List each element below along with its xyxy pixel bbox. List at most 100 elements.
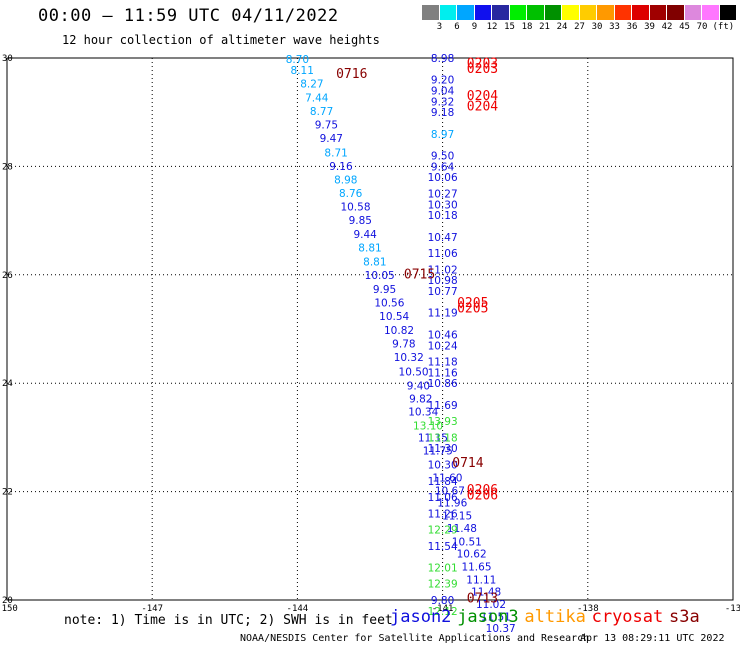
wave-height-label: 13.18 [428,432,458,444]
color-scale-label: 24 [556,22,568,32]
wave-height-label: 9.78 [392,339,415,351]
wave-height-label: 12.01 [428,562,458,574]
wave-height-label: 11.96 [437,497,467,509]
color-scale-label: 12 [486,22,498,32]
pass-time-label: 0205 [457,301,488,316]
pass-time-label: 0203 [467,56,498,71]
wave-height-label: 10.58 [340,202,370,214]
wave-height-label: 11.06 [428,248,458,260]
color-scale-swatch [562,5,580,20]
wave-height-label: 9.40 [407,380,430,392]
color-scale-label: 21 [539,22,550,32]
wave-height-label: 9.18 [431,107,454,119]
wave-height-label: 10.67 [435,486,465,498]
wave-height-label: 8.76 [339,188,363,200]
wave-height-label: 9.80 [431,595,454,607]
wave-height-label: 12.39 [428,579,458,591]
wave-height-label: 13.93 [428,416,458,428]
wave-height-label: 11.16 [428,367,458,379]
wave-height-label: 10.37 [486,623,516,635]
color-scale-swatch [474,5,492,20]
wave-height-label: 9.85 [349,215,372,227]
wave-height-label: 10.30 [428,460,458,472]
color-scale-swatch [579,5,597,20]
wave-height-label: 10.32 [394,352,424,364]
pass-time-label: 0716 [336,67,367,82]
wave-height-label: 11.19 [428,308,458,320]
color-scale-label: 39 [644,22,655,32]
y-tick-label: 30 [2,54,13,64]
color-scale-swatch [439,5,457,20]
wave-height-label: 11.65 [461,561,491,573]
color-scale-swatch [527,5,545,20]
pass-time-label: 0714 [452,456,483,471]
wave-height-label: 10.98 [428,275,458,287]
wave-height-label: 8.97 [431,129,454,141]
wave-height-label: 8.27 [300,78,323,90]
wave-height-label: 8.11 [291,65,314,77]
footer-note: note: 1) Time is in UTC; 2) SWH is in fe… [64,613,393,628]
wave-height-label: 10.18 [428,210,458,222]
wave-height-label: 11.69 [428,400,458,412]
color-scale-swatch [632,5,650,20]
wave-height-label: 11.84 [428,476,458,488]
wave-height-label: 10.54 [379,311,409,323]
wave-height-label: 10.47 [428,232,458,244]
pass-time-label: 0206 [467,483,498,498]
color-scale-swatch [544,5,562,20]
pass-time-label: 0205 [457,296,488,311]
wave-height-label: 9.32 [431,96,454,108]
wave-height-label: 10.56 [374,297,404,309]
wave-height-label: 10.62 [457,548,487,560]
pass-time-label: 0203 [467,62,498,77]
color-scale-swatch [684,5,702,20]
wave-height-label: 9.95 [373,284,396,296]
color-scale-label: 27 [574,22,585,32]
footer-timestamp: Apr 13 08:29:11 UTC 2022 [580,633,725,644]
wave-height-label: 10.34 [408,406,438,418]
footer-credit: NOAA/NESDIS Center for Satellite Applica… [240,633,590,644]
legend-s3a: s3a [669,607,700,627]
y-tick-label: 26 [2,271,13,281]
color-scale-swatch [509,5,527,20]
wave-height-label: 9.50 [431,151,454,163]
x-tick-label: -144 [287,604,309,614]
wave-height-label: 11.02 [476,599,506,611]
wave-height-label: 10.27 [428,189,458,201]
legend-altika: altika [524,607,586,627]
wave-height-label: 12.12 [428,606,458,618]
wave-height-label: 9.20 [431,75,454,87]
color-scale-label: 45 [679,22,690,32]
wave-height-label: 11.26 [428,508,458,520]
color-scale-unit: (ft) [712,22,735,32]
color-scale-label: 70 [696,22,708,32]
wave-height-label: 11.75 [423,445,453,457]
color-scale-label: 6 [454,22,460,32]
color-scale-swatch [649,5,667,20]
color-scale-label: 42 [661,22,673,32]
wave-height-label: 10.06 [428,172,458,184]
color-scale-swatch [667,5,685,20]
color-scale-label: 18 [521,22,533,32]
color-scale-swatches [422,5,737,20]
color-scale-label: 36 [626,22,638,32]
wave-height-label: 8.70 [286,54,309,66]
wave-height-label: 10.50 [399,366,429,378]
wave-height-label: 9.47 [320,133,343,145]
wave-height-label: 8.81 [358,243,381,255]
pass-time-label: 0713 [467,591,498,606]
color-scale-swatch [702,5,720,20]
pass-time-label: 0204 [467,89,498,104]
wave-height-label: 11.06 [428,492,458,504]
legend-jason2: jason2 [390,607,452,627]
wave-height-label: 7.44 [305,93,329,105]
color-scale-swatch [614,5,632,20]
legend-cryosat: cryosat [591,607,664,627]
wave-height-label: 11.48 [447,523,477,535]
color-scale-label: 15 [504,22,515,32]
wave-height-label: 8.98 [431,53,454,65]
wave-height-label: 11.18 [428,357,458,369]
wave-height-label: 8.71 [324,147,347,159]
color-scale-swatch [597,5,615,20]
color-scale-swatch [719,5,737,20]
